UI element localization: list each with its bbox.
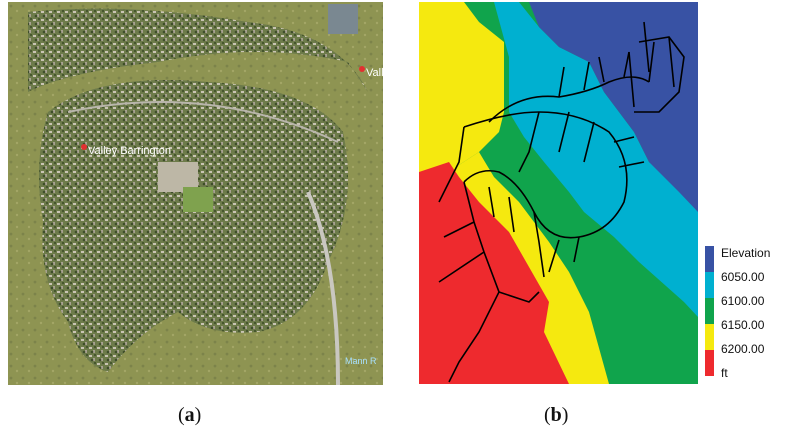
- caption-a: (a): [178, 404, 202, 426]
- legend-label-6100: 6100.00: [721, 294, 765, 308]
- place-label-bottom: Mann R: [345, 356, 377, 366]
- place-label-main: Valley Barrington: [88, 145, 171, 157]
- legend-label-6200: 6200.00: [721, 342, 765, 356]
- legend-swatch-6100: [705, 272, 714, 298]
- aerial-photo: Valley Barrington Valle Mann R: [8, 2, 383, 385]
- place-marker-icon: [81, 144, 87, 150]
- place-label-corner: Valle: [366, 67, 383, 79]
- elevation-map: [419, 2, 698, 384]
- legend-swatch-6200: [705, 324, 714, 350]
- legend-swatch-6050: [705, 246, 714, 272]
- legend-unit: ft: [721, 366, 728, 380]
- legend-title: Elevation: [721, 246, 771, 260]
- legend-swatch-max: [705, 350, 714, 376]
- legend-swatch-6150: [705, 298, 714, 324]
- legend-label-6150: 6150.00: [721, 318, 765, 332]
- elevation-legend: Elevation 6050.00 6100.00 6150.00 6200.0…: [705, 246, 790, 380]
- caption-b: (b): [544, 404, 569, 426]
- legend-label-6050: 6050.00: [721, 270, 765, 284]
- place-marker-icon: [359, 66, 365, 72]
